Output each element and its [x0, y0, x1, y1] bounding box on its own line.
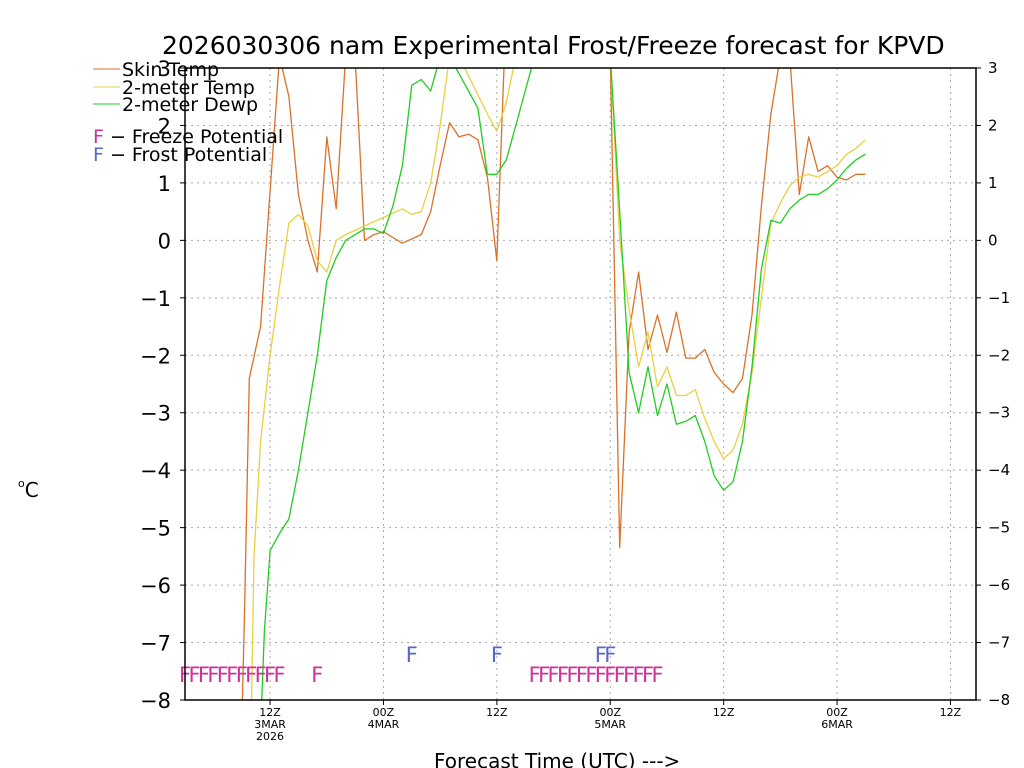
freeze-mark: F: [633, 663, 645, 687]
frost-mark: F: [595, 643, 607, 667]
y-tick-left-label: 3: [158, 57, 171, 81]
freeze-mark: F: [255, 663, 267, 687]
y-tick-right-label: −6: [988, 576, 1010, 594]
x-tick-label: 00Z: [373, 706, 395, 719]
y-axis-ticks: 3 3 2 2 1 1 0 0 −1 −1 −2 −2 −3 −3 −4 −4 −5 −5 −6 −6 −7 −7 −8 −8: [140, 57, 1010, 713]
freeze-mark: F: [557, 663, 569, 687]
y-tick-right-label: 2: [988, 116, 998, 134]
legend-label-2m-dewp: 2-meter Dewp: [122, 94, 258, 116]
legend-frost-text: − Frost Potential: [104, 144, 267, 166]
freeze-mark: F: [264, 663, 276, 687]
legend-freeze: F − Freeze Potential: [93, 126, 283, 148]
x-tick-label: 00Z: [826, 706, 848, 719]
legend-freeze-letter: F: [93, 126, 104, 148]
freeze-mark: F: [652, 663, 664, 687]
x-tick-label: 6MAR: [821, 718, 853, 731]
series-2-meter-temp: [250, 68, 866, 700]
series-lines: [241, 68, 866, 700]
freeze-mark: F: [566, 663, 578, 687]
legend-label-2m-temp: 2-meter Temp: [122, 77, 255, 99]
legend-frost-letter: F: [93, 144, 104, 166]
y-tick-right-label: −1: [988, 289, 1010, 307]
freeze-mark: F: [576, 663, 588, 687]
freeze-mark: F: [538, 663, 550, 687]
x-tick-label: 12Z: [713, 706, 735, 719]
plot-frame: [184, 67, 977, 701]
y-tick-left-label: −2: [140, 344, 171, 368]
frost-mark: F: [604, 643, 616, 667]
x-tick-label: 3MAR: [254, 718, 286, 731]
series-2-meter-dewp: [261, 68, 866, 700]
freeze-mark: F: [207, 663, 219, 687]
freeze-mark: F: [548, 663, 560, 687]
degree-symbol: o: [18, 477, 25, 490]
freeze-mark: F: [614, 663, 626, 687]
y-tick-right-label: −4: [988, 461, 1010, 479]
freeze-mark: F: [188, 663, 200, 687]
freeze-mark: F: [595, 663, 607, 687]
y-tick-right-label: −7: [988, 634, 1010, 652]
x-tick-label: 5MAR: [594, 718, 626, 731]
y-tick-right-label: 1: [988, 174, 998, 192]
y-tick-left-label: −1: [140, 287, 171, 311]
y-axis-label: oC: [18, 477, 39, 502]
y-axis-unit: C: [25, 478, 39, 502]
y-tick-left-label: −8: [140, 689, 171, 713]
freeze-mark: F: [198, 663, 210, 687]
x-tick-label: 12Z: [486, 706, 508, 719]
freeze-mark: F: [236, 663, 248, 687]
y-tick-right-label: −2: [988, 346, 1010, 364]
y-tick-left-label: −7: [140, 632, 171, 656]
legend-frost: F − Frost Potential: [93, 144, 267, 166]
series-skin-temp: [241, 68, 866, 700]
freeze-mark: F: [529, 663, 541, 687]
freeze-mark: F: [623, 663, 635, 687]
x-tick-label: 00Z: [599, 706, 621, 719]
y-tick-left-label: 2: [158, 114, 171, 138]
freeze-mark: F: [217, 663, 229, 687]
frost-mark: F: [406, 643, 418, 667]
grid-lines: [185, 68, 976, 700]
y-tick-left-label: −6: [140, 574, 171, 598]
freeze-mark: F: [604, 663, 616, 687]
y-tick-left-label: 0: [158, 229, 171, 253]
legend-freeze-text: − Freeze Potential: [104, 126, 283, 148]
y-tick-right-label: −3: [988, 404, 1010, 422]
freeze-mark: F: [311, 663, 323, 687]
y-tick-right-label: 3: [988, 59, 998, 77]
legend-label-skin-temp: Skin Temp: [122, 59, 219, 81]
freeze-mark: F: [585, 663, 597, 687]
x-tick-label: 4MAR: [368, 718, 400, 731]
y-tick-left-label: −4: [140, 459, 171, 483]
y-tick-left-label: 1: [158, 172, 171, 196]
freeze-mark: F: [642, 663, 654, 687]
chart-title: 2026030306 nam Experimental Frost/Freeze…: [162, 31, 945, 60]
y-tick-right-label: −5: [988, 519, 1010, 537]
x-axis-label: Forecast Time (UTC) --->: [434, 749, 680, 768]
x-tick-label: 12Z: [259, 706, 281, 719]
legend: Skin Temp 2-meter Temp 2-meter Dewp F − …: [93, 59, 283, 166]
frost-mark: F: [491, 643, 503, 667]
y-tick-left-label: −5: [140, 517, 171, 541]
x-tick-label: 12Z: [940, 706, 962, 719]
freeze-mark: F: [245, 663, 257, 687]
y-tick-right-label: −8: [988, 691, 1010, 709]
y-tick-left-label: −3: [140, 402, 171, 426]
freeze-mark: F: [226, 663, 238, 687]
x-tick-label: 2026: [256, 730, 284, 743]
freeze-mark: F: [274, 663, 286, 687]
y-tick-right-label: 0: [988, 231, 998, 249]
